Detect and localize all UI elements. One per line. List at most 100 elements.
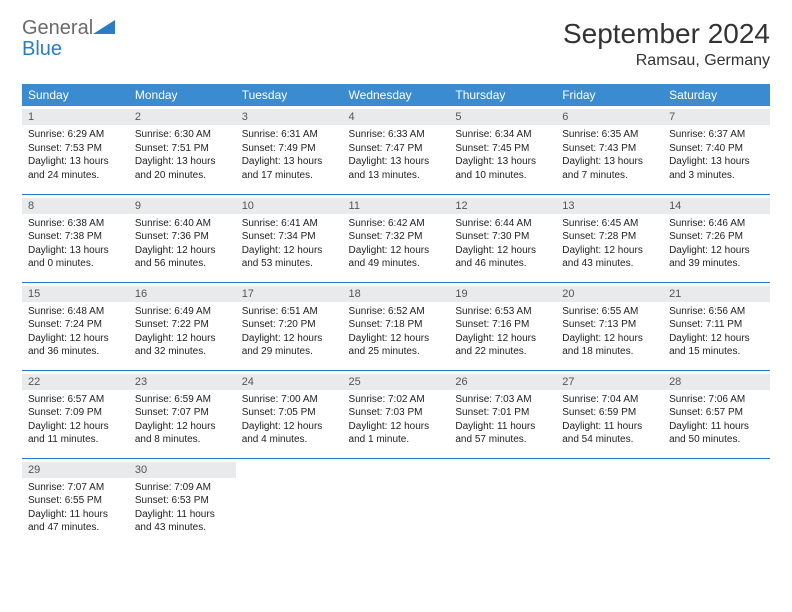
weekday-thursday: Thursday bbox=[449, 84, 556, 106]
day-number: 15 bbox=[22, 286, 129, 302]
day-details: Sunrise: 6:35 AMSunset: 7:43 PMDaylight:… bbox=[562, 128, 657, 182]
day-number: 2 bbox=[129, 109, 236, 125]
calendar-row: 8 Sunrise: 6:38 AMSunset: 7:38 PMDaylight… bbox=[22, 194, 770, 282]
day-details: Sunrise: 6:52 AMSunset: 7:18 PMDaylight:… bbox=[349, 305, 444, 359]
day-number: 8 bbox=[22, 198, 129, 214]
day-cell: 7 Sunrise: 6:37 AMSunset: 7:40 PMDaylight… bbox=[663, 106, 770, 194]
day-details: Sunrise: 7:07 AMSunset: 6:55 PMDaylight:… bbox=[28, 481, 123, 535]
logo-general: General bbox=[22, 17, 93, 39]
day-details: Sunrise: 6:45 AMSunset: 7:28 PMDaylight:… bbox=[562, 217, 657, 271]
day-number: 6 bbox=[556, 109, 663, 125]
day-cell: 14Sunrise: 6:46 AMSunset: 7:26 PMDayligh… bbox=[663, 194, 770, 282]
day-number: 17 bbox=[236, 286, 343, 302]
empty-cell bbox=[343, 458, 450, 546]
day-cell: 24 Sunrise: 7:00 AMSunset: 7:05 PMDayligh… bbox=[236, 370, 343, 458]
day-number: 26 bbox=[449, 374, 556, 390]
day-number: 23 bbox=[129, 374, 236, 390]
calendar-row: 22 Sunrise: 6:57 AMSunset: 7:09 PMDayligh… bbox=[22, 370, 770, 458]
day-number: 12 bbox=[449, 198, 556, 214]
day-number: 13 bbox=[556, 198, 663, 214]
day-cell: 28Sunrise: 7:06 AMSunset: 6:57 PMDayligh… bbox=[663, 370, 770, 458]
day-number: 7 bbox=[663, 109, 770, 125]
day-details: Sunrise: 6:33 AMSunset: 7:47 PMDaylight:… bbox=[349, 128, 444, 182]
day-cell: 19 Sunrise: 6:53 AMSunset: 7:16 PMDayligh… bbox=[449, 282, 556, 370]
day-details: Sunrise: 7:00 AMSunset: 7:05 PMDaylight:… bbox=[242, 393, 337, 447]
day-number: 9 bbox=[129, 198, 236, 214]
empty-cell bbox=[556, 458, 663, 546]
day-cell: 21 Sunrise: 6:56 AMSunset: 7:11 PMDayligh… bbox=[663, 282, 770, 370]
day-number: 22 bbox=[22, 374, 129, 390]
calendar-body: 1Sunrise: 6:29 AMSunset: 7:53 PMDaylight… bbox=[22, 106, 770, 546]
day-cell: 15 Sunrise: 6:48 AMSunset: 7:24 PMDayligh… bbox=[22, 282, 129, 370]
day-details: Sunrise: 6:42 AMSunset: 7:32 PMDaylight:… bbox=[349, 217, 444, 271]
day-details: Sunrise: 6:38 AMSunset: 7:38 PMDaylight:… bbox=[28, 217, 123, 271]
day-number: 25 bbox=[343, 374, 450, 390]
day-details: Sunrise: 6:57 AMSunset: 7:09 PMDaylight:… bbox=[28, 393, 123, 447]
day-cell: 6 Sunrise: 6:35 AMSunset: 7:43 PMDaylight… bbox=[556, 106, 663, 194]
calendar-row: 29Sunrise: 7:07 AMSunset: 6:55 PMDayligh… bbox=[22, 458, 770, 546]
day-details: Sunrise: 6:30 AMSunset: 7:51 PMDaylight:… bbox=[135, 128, 230, 182]
day-cell: 23 Sunrise: 6:59 AMSunset: 7:07 PMDayligh… bbox=[129, 370, 236, 458]
day-cell: 13 Sunrise: 6:45 AMSunset: 7:28 PMDayligh… bbox=[556, 194, 663, 282]
weekday-saturday: Saturday bbox=[663, 84, 770, 106]
day-details: Sunrise: 7:02 AMSunset: 7:03 PMDaylight:… bbox=[349, 393, 444, 447]
day-details: Sunrise: 6:37 AMSunset: 7:40 PMDaylight:… bbox=[669, 128, 764, 182]
logo-triangle-icon bbox=[93, 20, 115, 39]
day-number: 27 bbox=[556, 374, 663, 390]
logo: General Blue bbox=[22, 18, 115, 60]
day-cell: 18 Sunrise: 6:52 AMSunset: 7:18 PMDayligh… bbox=[343, 282, 450, 370]
weekday-tuesday: Tuesday bbox=[236, 84, 343, 106]
day-number: 3 bbox=[236, 109, 343, 125]
calendar-row: 15 Sunrise: 6:48 AMSunset: 7:24 PMDayligh… bbox=[22, 282, 770, 370]
day-details: Sunrise: 6:56 AMSunset: 7:11 PMDaylight:… bbox=[669, 305, 764, 359]
day-cell: 11 Sunrise: 6:42 AMSunset: 7:32 PMDayligh… bbox=[343, 194, 450, 282]
day-details: Sunrise: 7:09 AMSunset: 6:53 PMDaylight:… bbox=[135, 481, 230, 535]
day-number: 4 bbox=[343, 109, 450, 125]
weekday-sunday: Sunday bbox=[22, 84, 129, 106]
weekday-wednesday: Wednesday bbox=[343, 84, 450, 106]
day-details: Sunrise: 6:48 AMSunset: 7:24 PMDaylight:… bbox=[28, 305, 123, 359]
day-number: 21 bbox=[663, 286, 770, 302]
day-cell: 12Sunrise: 6:44 AMSunset: 7:30 PMDayligh… bbox=[449, 194, 556, 282]
month-title: September 2024 bbox=[563, 18, 770, 50]
day-details: Sunrise: 7:04 AMSunset: 6:59 PMDaylight:… bbox=[562, 393, 657, 447]
day-cell: 27 Sunrise: 7:04 AMSunset: 6:59 PMDayligh… bbox=[556, 370, 663, 458]
day-number: 24 bbox=[236, 374, 343, 390]
day-cell: 3Sunrise: 6:31 AMSunset: 7:49 PMDaylight… bbox=[236, 106, 343, 194]
calendar-row: 1Sunrise: 6:29 AMSunset: 7:53 PMDaylight… bbox=[22, 106, 770, 194]
day-number: 10 bbox=[236, 198, 343, 214]
day-details: Sunrise: 6:59 AMSunset: 7:07 PMDaylight:… bbox=[135, 393, 230, 447]
day-cell: 20Sunrise: 6:55 AMSunset: 7:13 PMDayligh… bbox=[556, 282, 663, 370]
day-details: Sunrise: 7:06 AMSunset: 6:57 PMDaylight:… bbox=[669, 393, 764, 447]
title-block: September 2024 Ramsau, Germany bbox=[563, 18, 770, 70]
day-cell: 22 Sunrise: 6:57 AMSunset: 7:09 PMDayligh… bbox=[22, 370, 129, 458]
day-cell: 4 Sunrise: 6:33 AMSunset: 7:47 PMDaylight… bbox=[343, 106, 450, 194]
day-number: 18 bbox=[343, 286, 450, 302]
day-number: 5 bbox=[449, 109, 556, 125]
day-number: 19 bbox=[449, 286, 556, 302]
day-number: 1 bbox=[22, 109, 129, 125]
empty-cell bbox=[449, 458, 556, 546]
empty-cell bbox=[663, 458, 770, 546]
day-number: 20 bbox=[556, 286, 663, 302]
day-cell: 1Sunrise: 6:29 AMSunset: 7:53 PMDaylight… bbox=[22, 106, 129, 194]
day-cell: 2 Sunrise: 6:30 AMSunset: 7:51 PMDaylight… bbox=[129, 106, 236, 194]
day-details: Sunrise: 6:53 AMSunset: 7:16 PMDaylight:… bbox=[455, 305, 550, 359]
day-cell: 9 Sunrise: 6:40 AMSunset: 7:36 PMDaylight… bbox=[129, 194, 236, 282]
day-details: Sunrise: 6:41 AMSunset: 7:34 PMDaylight:… bbox=[242, 217, 337, 271]
day-cell: 10 Sunrise: 6:41 AMSunset: 7:34 PMDayligh… bbox=[236, 194, 343, 282]
day-details: Sunrise: 6:34 AMSunset: 7:45 PMDaylight:… bbox=[455, 128, 550, 182]
day-number: 11 bbox=[343, 198, 450, 214]
day-cell: 16Sunrise: 6:49 AMSunset: 7:22 PMDayligh… bbox=[129, 282, 236, 370]
day-cell: 8 Sunrise: 6:38 AMSunset: 7:38 PMDaylight… bbox=[22, 194, 129, 282]
weekday-monday: Monday bbox=[129, 84, 236, 106]
calendar-header: SundayMondayTuesdayWednesdayThursdayFrid… bbox=[22, 84, 770, 106]
day-number: 16 bbox=[129, 286, 236, 302]
calendar: SundayMondayTuesdayWednesdayThursdayFrid… bbox=[22, 84, 770, 546]
day-cell: 17Sunrise: 6:51 AMSunset: 7:20 PMDayligh… bbox=[236, 282, 343, 370]
day-details: Sunrise: 6:40 AMSunset: 7:36 PMDaylight:… bbox=[135, 217, 230, 271]
day-cell: 25 Sunrise: 7:02 AMSunset: 7:03 PMDayligh… bbox=[343, 370, 450, 458]
logo-blue: Blue bbox=[22, 38, 62, 60]
day-number: 30 bbox=[129, 462, 236, 478]
header: General Blue September 2024 Ramsau, Germ… bbox=[22, 18, 770, 70]
